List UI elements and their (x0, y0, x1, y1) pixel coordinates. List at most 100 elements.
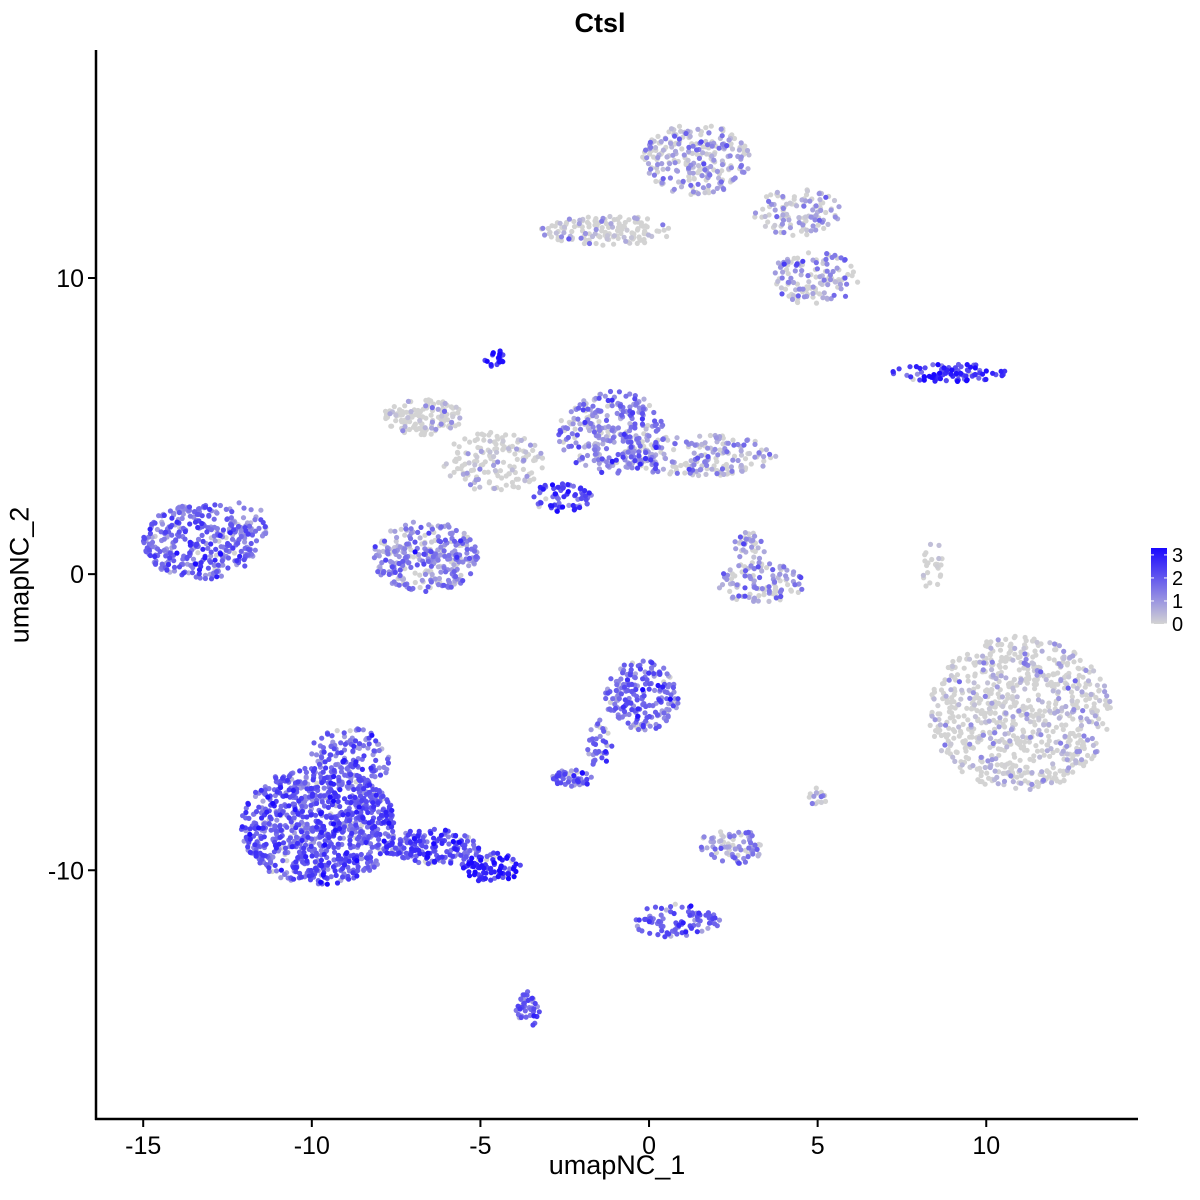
cell-point (591, 457, 597, 464)
cell-point (805, 250, 812, 256)
cell-point (583, 462, 589, 468)
cell-point (377, 851, 383, 857)
cell-point (1047, 753, 1053, 760)
cell-point (777, 571, 783, 577)
cell-point (469, 855, 475, 861)
cell-point (968, 706, 975, 712)
cell-point (1005, 692, 1011, 698)
cell-point (667, 161, 673, 167)
cell-point (614, 682, 620, 688)
cell-point (1074, 749, 1080, 755)
cell-point (396, 560, 402, 567)
cell-point (426, 530, 432, 536)
cell-point (314, 780, 320, 786)
cell-point (1061, 656, 1067, 662)
cell-point (557, 438, 563, 445)
cell-point (1020, 734, 1026, 740)
cell-point (660, 684, 666, 690)
cell-point (485, 469, 491, 475)
cell-point (781, 564, 787, 570)
cell-point (1039, 748, 1045, 754)
cell-point (676, 136, 683, 142)
cell-point (258, 787, 264, 793)
cell-point (791, 255, 797, 261)
cell-point (540, 486, 546, 492)
cell-point (217, 532, 223, 539)
cell-point (668, 126, 675, 132)
cell-point (995, 781, 1001, 787)
cell-point (664, 154, 670, 160)
cell-point (417, 584, 423, 591)
cell-point (402, 582, 408, 588)
cell-point (736, 593, 742, 599)
cell-point (186, 504, 193, 510)
cell-point (404, 541, 410, 547)
cell-point (242, 563, 248, 569)
cell-point (628, 662, 634, 668)
cell-point (1065, 685, 1071, 691)
cell-point (481, 469, 488, 475)
cell-point (953, 749, 959, 755)
cell-point (963, 754, 969, 761)
cell-point (1077, 657, 1083, 664)
cell-point (718, 179, 725, 185)
cell-point (280, 775, 286, 781)
cell-point (1024, 671, 1030, 677)
cell-point (1024, 711, 1030, 717)
cell-point (1044, 748, 1050, 754)
cell-point (725, 440, 731, 446)
cell-point (664, 233, 670, 240)
cell-point (491, 462, 497, 468)
cell-point (1038, 669, 1044, 675)
cell-point (202, 555, 208, 561)
cell-point (992, 730, 998, 736)
cell-point (794, 203, 800, 209)
cell-point (825, 282, 831, 288)
cell-point (341, 730, 347, 736)
cell-point (838, 286, 844, 292)
cell-point (629, 707, 635, 713)
cell-point (634, 436, 640, 442)
cell-point (637, 666, 644, 672)
cell-point (635, 706, 641, 712)
cell-point (755, 853, 761, 859)
cell-point (371, 748, 377, 754)
cell-point (375, 569, 381, 575)
cell-point (697, 433, 703, 439)
cell-point (613, 705, 619, 712)
cell-point (179, 515, 185, 522)
cell-point (818, 207, 824, 213)
cell-point (343, 850, 349, 857)
cell-point (153, 560, 159, 567)
cell-point (785, 582, 791, 588)
cell-point (755, 564, 761, 570)
cell-point (756, 593, 762, 599)
cell-point (987, 735, 994, 742)
cell-point (274, 789, 280, 795)
cell-point (407, 839, 413, 846)
cell-point (646, 686, 652, 692)
cell-point (225, 540, 231, 547)
cell-point (396, 554, 402, 560)
cell-point (321, 785, 327, 791)
cell-point (332, 827, 338, 833)
cell-point (623, 393, 629, 399)
cell-point (435, 406, 441, 412)
cell-point (465, 451, 471, 457)
cell-point (706, 920, 713, 926)
cell-point (596, 408, 602, 414)
cell-point (690, 170, 696, 176)
cell-point (651, 154, 657, 160)
cell-point (778, 593, 784, 600)
cell-point (1101, 683, 1108, 689)
cell-point (466, 563, 472, 569)
cell-point (647, 723, 653, 729)
cell-point (706, 130, 712, 136)
cell-point (579, 770, 586, 776)
cell-point (985, 758, 991, 764)
cell-point (588, 727, 594, 733)
cell-point (200, 538, 206, 545)
cell-point (943, 693, 949, 699)
cell-point (466, 873, 473, 879)
cell-point (234, 558, 240, 564)
